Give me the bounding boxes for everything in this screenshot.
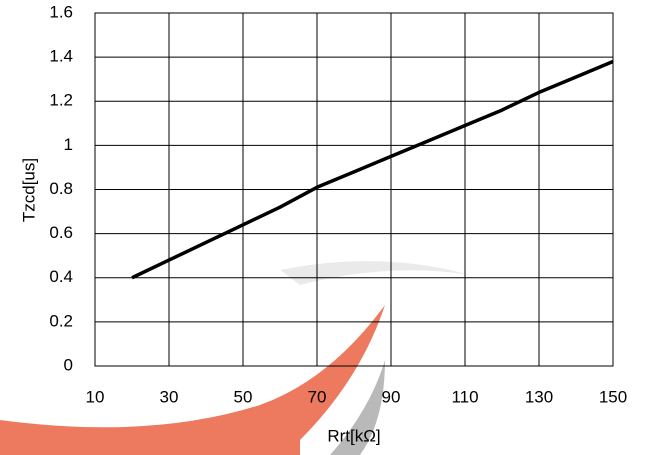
y-tick-label: 0.8: [49, 179, 73, 198]
y-axis-label: Tzcd[us]: [19, 158, 38, 222]
y-tick-label: 1.4: [49, 47, 73, 66]
y-tick-label: 0: [64, 355, 73, 374]
y-tick-label: 0.6: [49, 223, 73, 242]
y-tick-label: 1: [64, 135, 73, 154]
x-axis-label: Rrt[kΩ]: [327, 426, 380, 445]
y-tick-label: 1.6: [49, 2, 73, 21]
y-tick-label: 0.4: [49, 267, 73, 286]
x-tick-label: 130: [525, 387, 553, 406]
x-tick-label: 10: [86, 387, 105, 406]
y-tick-label: 1.2: [49, 91, 73, 110]
watermark-swoosh: [0, 305, 385, 455]
data-line: [131, 59, 614, 280]
x-tick-label: 90: [382, 387, 401, 406]
x-tick-label: 150: [599, 387, 627, 406]
y-tick-label: 0.2: [49, 311, 73, 330]
watermark: [0, 261, 470, 455]
x-tick-label: 50: [234, 387, 253, 406]
x-tick-label: 70: [308, 387, 327, 406]
x-tick-label: 110: [451, 387, 478, 406]
x-tick-label: 30: [160, 387, 179, 406]
watermark-swoosh: [330, 360, 385, 455]
watermark-swoosh: [280, 261, 470, 285]
